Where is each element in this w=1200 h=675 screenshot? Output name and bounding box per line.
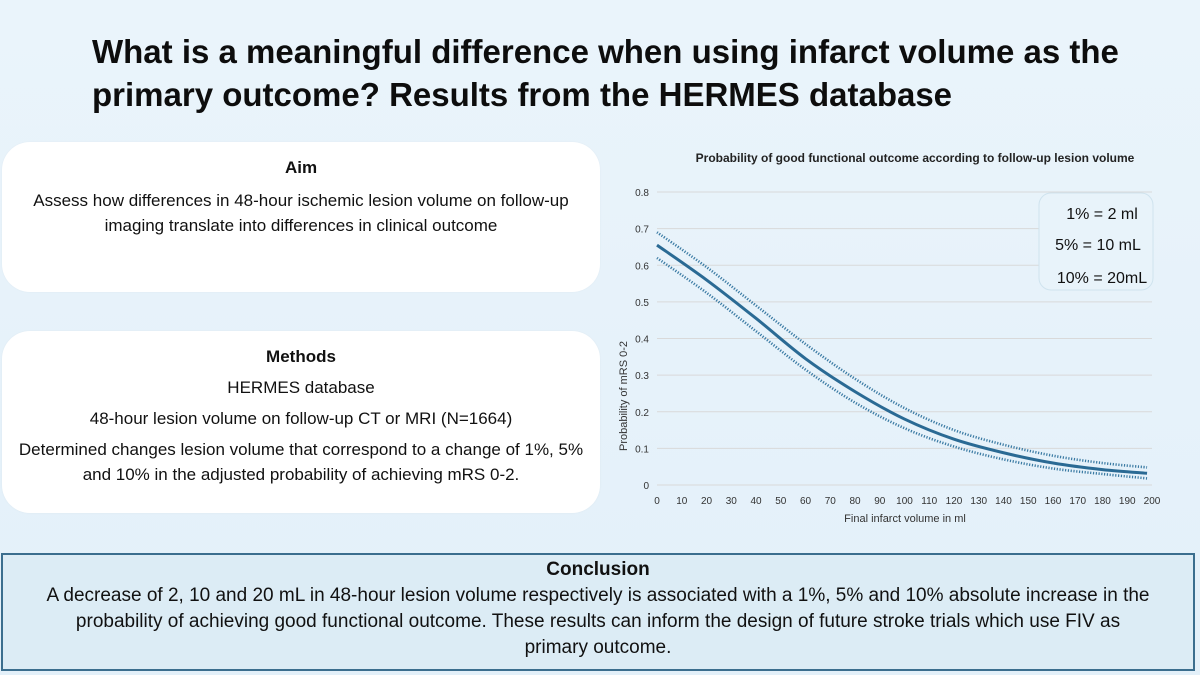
methods-line-changes: Determined changes lesion volume that co… — [18, 440, 584, 484]
y-axis-label: Probability of mRS 0-2 — [618, 341, 630, 451]
y-tick-label: 0.7 — [635, 225, 649, 236]
x-tick-label: 180 — [1094, 496, 1111, 507]
lower-ci-line — [656, 256, 1148, 480]
methods-line-database: HERMES database — [227, 378, 375, 397]
x-tick-label: 170 — [1069, 496, 1086, 507]
page-title: What is a meaningful difference when usi… — [92, 33, 1119, 113]
x-tick-label: 100 — [896, 496, 913, 507]
methods-card: Methods HERMES database 48-hour lesion v… — [2, 331, 600, 513]
probability-chart: Probability of good functional outcome a… — [618, 151, 1161, 525]
y-tick-label: 0 — [643, 481, 649, 492]
x-tick-label: 200 — [1144, 496, 1161, 507]
methods-line-lesion-volume: 48-hour lesion volume on follow-up CT or… — [89, 409, 513, 428]
x-axis-label: Final infarct volume in ml — [844, 513, 966, 525]
y-tick-label: 0.1 — [635, 444, 649, 455]
x-tick-label: 150 — [1020, 496, 1037, 507]
y-tick-label: 0.5 — [635, 298, 649, 309]
x-tick-label: 0 — [654, 496, 660, 507]
annotation-1pct: 1% = 2 ml — [1066, 206, 1138, 223]
annotation-5pct: 5% = 10 mL — [1055, 237, 1141, 254]
x-tick-label: 80 — [849, 496, 861, 507]
methods-heading: Methods — [266, 347, 336, 366]
x-tick-label: 190 — [1119, 496, 1136, 507]
x-tick-label: 90 — [874, 496, 886, 507]
aim-heading: Aim — [284, 158, 318, 177]
y-tick-label: 0.3 — [635, 371, 649, 382]
chart-series — [656, 231, 1148, 480]
y-tick-label: 0.2 — [635, 408, 649, 419]
annotation-box — [1038, 192, 1154, 291]
x-tick-label: 30 — [726, 496, 738, 507]
x-tick-label: 50 — [775, 496, 787, 507]
x-tick-label: 70 — [825, 496, 837, 507]
x-axis-ticks: 0 10 20 30 40 50 60 70 80 90 100 110 120 130 140 150 160… — [654, 496, 1161, 507]
x-tick-label: 60 — [800, 496, 812, 507]
y-tick-label: 0.4 — [635, 335, 649, 346]
x-tick-label: 160 — [1045, 496, 1062, 507]
probability-line — [656, 243, 1148, 475]
x-tick-label: 140 — [995, 496, 1012, 507]
y-axis-ticks: 0 0.1 0.2 0.3 0.4 0.5 0.6 0.7 0.8 — [635, 188, 649, 492]
y-tick-label: 0.8 — [635, 188, 649, 199]
conclusion-text: A decrease of 2, 10 and 20 mL in 48-hour… — [46, 585, 1150, 658]
x-tick-label: 10 — [676, 496, 688, 507]
conclusion-box: Conclusion A decrease of 2, 10 and 20 mL… — [1, 553, 1195, 671]
x-tick-label: 20 — [701, 496, 713, 507]
x-tick-label: 110 — [921, 496, 937, 507]
aim-text: Assess how differences in 48-hour ischem… — [33, 191, 569, 235]
y-tick-label: 0.6 — [635, 261, 649, 272]
conclusion-heading: Conclusion — [546, 559, 650, 580]
annotation-10pct: 10% = 20mL — [1057, 270, 1147, 287]
x-tick-label: 120 — [946, 496, 963, 507]
x-tick-label: 40 — [750, 496, 762, 507]
chart-title: Probability of good functional outcome a… — [696, 151, 1135, 165]
x-tick-label: 130 — [970, 496, 987, 507]
aim-card: Aim Assess how differences in 48-hour is… — [2, 142, 600, 292]
chart-gridlines — [657, 191, 1152, 486]
